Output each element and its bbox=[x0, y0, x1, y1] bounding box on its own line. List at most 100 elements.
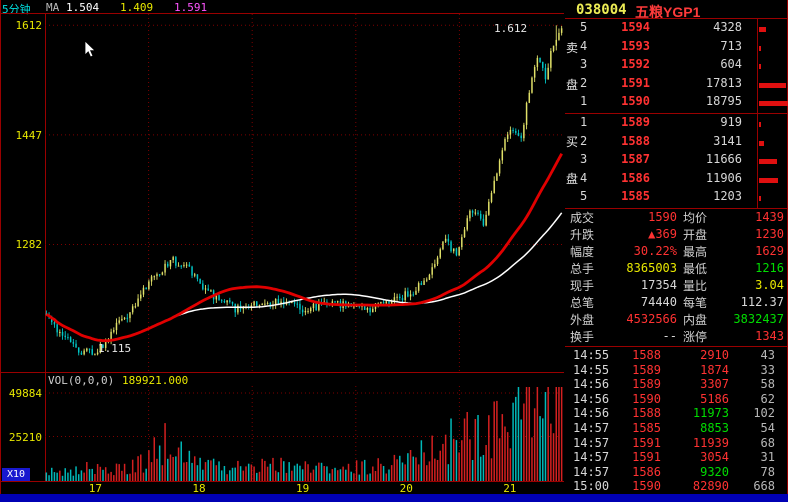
buy-volume: 1203 bbox=[713, 189, 742, 204]
depth-bar bbox=[759, 196, 761, 202]
stat-label: 每笔 bbox=[683, 296, 708, 310]
tick-price: 1590 bbox=[632, 479, 661, 494]
stat-label: 涨停 bbox=[683, 330, 708, 344]
level-number: 2 bbox=[580, 75, 588, 90]
level-number: 2 bbox=[580, 133, 588, 148]
stat-label: 总笔 bbox=[570, 296, 595, 310]
stat-label: 最低 bbox=[683, 262, 708, 276]
tick-time: 15:00 bbox=[573, 479, 610, 494]
tick-price: 1586 bbox=[632, 464, 661, 479]
sell-level-row[interactable]: 5 1594 4328 bbox=[580, 20, 788, 39]
tick-time: 14:57 bbox=[573, 450, 610, 465]
date-axis-label: 20 bbox=[399, 482, 413, 495]
buy-level-row[interactable]: 5 1585 1203 bbox=[580, 189, 788, 208]
tick-time: 14:56 bbox=[573, 391, 610, 406]
depth-bar bbox=[759, 27, 766, 32]
stat-row: 成交 1590 均价 1439 bbox=[567, 210, 788, 227]
sell-side-label: 盘 bbox=[566, 78, 579, 92]
stat-row: 总手 8365003 最低 1216 bbox=[567, 261, 788, 278]
sell-price: 1591 bbox=[621, 75, 650, 90]
tick-time: 14:57 bbox=[573, 421, 610, 435]
divider bbox=[0, 481, 564, 482]
low-price-annotation: 1.115 bbox=[98, 342, 132, 355]
divider bbox=[565, 113, 788, 114]
buy-level-row[interactable]: 2 1588 3141 bbox=[580, 134, 788, 153]
sell-volume: 713 bbox=[720, 38, 742, 53]
level-number: 4 bbox=[580, 38, 588, 53]
tick-price: 1588 bbox=[632, 348, 661, 362]
stat-value: 8365003 bbox=[626, 261, 677, 275]
buy-volume: 919 bbox=[720, 115, 742, 129]
stat-label: 现手 bbox=[570, 279, 595, 293]
window-border bbox=[0, 0, 1, 502]
stock-code: 038004 bbox=[576, 2, 627, 18]
stat-label: 外盘 bbox=[570, 313, 595, 327]
stat-value: 74440 bbox=[640, 295, 677, 309]
trade-tick-list[interactable]: 14:55 1588 2910 43 14:55 1589 1874 33 14:56 1589 3… bbox=[567, 348, 788, 494]
divider bbox=[0, 372, 564, 373]
level-number: 3 bbox=[580, 152, 588, 167]
tick-count: 43 bbox=[760, 348, 775, 362]
level-number: 4 bbox=[580, 170, 588, 185]
candlestick-chart[interactable] bbox=[45, 14, 563, 372]
stat-value: 1590 bbox=[648, 210, 677, 224]
level-number: 1 bbox=[580, 115, 588, 129]
sell-level-row[interactable]: 1 1590 18795 bbox=[580, 94, 788, 113]
tick-price: 1589 bbox=[632, 377, 661, 392]
bottom-toolbar[interactable] bbox=[0, 494, 788, 502]
stat-row: 换手 -- 涨停 1343 bbox=[567, 329, 788, 346]
tick-time: 14:56 bbox=[573, 406, 610, 421]
sell-level-row[interactable]: 4 1593 713 bbox=[580, 39, 788, 58]
stat-label: 成交 bbox=[570, 211, 595, 225]
volume-chart[interactable] bbox=[45, 386, 563, 481]
tick-time: 14:56 bbox=[573, 377, 610, 392]
stat-value: 1343 bbox=[755, 329, 784, 343]
sell-volume: 18795 bbox=[705, 94, 742, 109]
price-axis-label: 1447 bbox=[15, 128, 43, 142]
stat-value: 17354 bbox=[640, 278, 677, 292]
volume-scale-button[interactable]: X10 bbox=[2, 468, 30, 481]
tick-time: 14:55 bbox=[573, 362, 610, 377]
stat-label: 换手 bbox=[570, 330, 595, 344]
stock-name: 五粮YGP1 bbox=[635, 4, 701, 20]
buy-volume: 11666 bbox=[705, 152, 742, 167]
tick-volume: 2910 bbox=[700, 348, 729, 362]
depth-bar bbox=[759, 101, 788, 107]
ma-value-2: 1.409 bbox=[120, 1, 154, 14]
sell-side-label: 卖 bbox=[566, 41, 579, 55]
tick-row: 14:55 1588 2910 43 bbox=[567, 348, 788, 363]
depth-bar bbox=[759, 45, 761, 51]
tick-price: 1591 bbox=[632, 450, 661, 465]
buy-price: 1588 bbox=[621, 133, 650, 148]
period-label[interactable]: 5分钟 bbox=[2, 3, 31, 16]
buy-level-row[interactable]: 1 1589 919 bbox=[580, 115, 788, 134]
date-axis-label: 17 bbox=[88, 482, 103, 495]
sell-price: 1593 bbox=[621, 38, 650, 53]
tick-count: 31 bbox=[760, 450, 775, 465]
sell-level-row[interactable]: 2 1591 17813 bbox=[580, 76, 788, 95]
volume-indicator-value: 189921.000 bbox=[122, 374, 189, 387]
depth-bar bbox=[759, 82, 786, 88]
buy-level-row[interactable]: 3 1587 11666 bbox=[580, 152, 788, 171]
tick-volume: 5186 bbox=[700, 391, 729, 406]
date-axis-label: 19 bbox=[296, 482, 310, 495]
tick-row: 14:57 1585 8853 54 bbox=[567, 421, 788, 436]
depth-bar bbox=[759, 159, 777, 165]
stat-value: 3832437 bbox=[733, 312, 784, 326]
buy-level-row[interactable]: 4 1586 11906 bbox=[580, 171, 788, 190]
axis-border bbox=[45, 13, 46, 481]
stat-row: 幅度 30.22% 最高 1629 bbox=[567, 244, 788, 261]
stat-label: 内盘 bbox=[683, 313, 708, 327]
stat-label: 总手 bbox=[570, 262, 595, 276]
sell-level-row[interactable]: 3 1592 604 bbox=[580, 57, 788, 76]
stat-value: 1230 bbox=[755, 227, 784, 241]
level-number: 3 bbox=[580, 57, 588, 72]
stat-label: 开盘 bbox=[683, 228, 708, 242]
divider bbox=[565, 18, 788, 19]
buy-side-label: 买 bbox=[566, 135, 579, 149]
level-number: 5 bbox=[580, 20, 588, 34]
date-axis-label: 18 bbox=[192, 482, 206, 495]
divider bbox=[565, 346, 788, 347]
divider bbox=[0, 13, 564, 14]
